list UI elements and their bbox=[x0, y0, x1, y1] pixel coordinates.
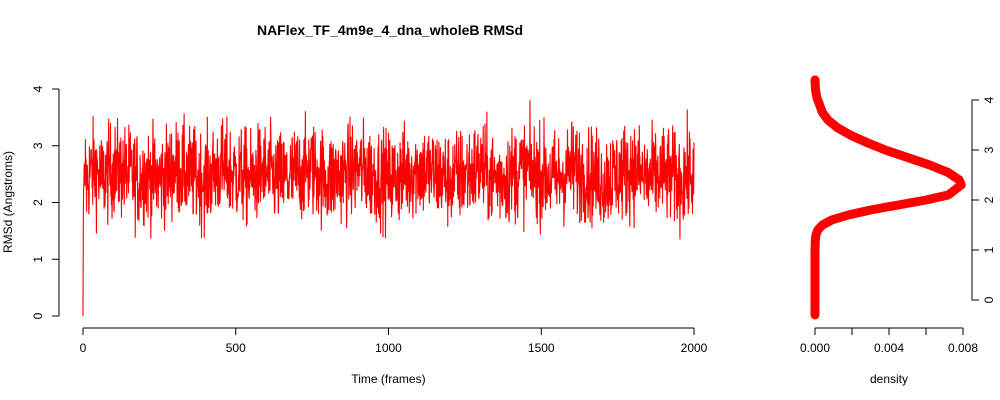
density-x-tick-label: 0.000 bbox=[800, 341, 830, 355]
density-y-tick-label: 0 bbox=[982, 296, 996, 303]
density-y-tick-label: 2 bbox=[982, 196, 996, 203]
x-tick-label: 1500 bbox=[528, 341, 555, 355]
y-tick-label: 4 bbox=[31, 85, 45, 92]
y-tick-label: 1 bbox=[31, 256, 45, 263]
rmsd-series-line bbox=[82, 100, 695, 317]
density-y-tick-label: 1 bbox=[982, 246, 996, 253]
rmsd-time-panel: 0 500 1000 1500 2000 Time (frames) 0 1 2 3 4 RMSd (… bbox=[1, 85, 708, 386]
x-tick-label: 500 bbox=[226, 341, 246, 355]
density-x-axis-title: density bbox=[870, 372, 908, 386]
density-y-tick-label: 3 bbox=[982, 146, 996, 153]
y-tick-label: 0 bbox=[31, 312, 45, 319]
density-x-tick-label: 0.004 bbox=[874, 341, 904, 355]
y-tick-label: 2 bbox=[31, 199, 45, 206]
density-series-line bbox=[810, 75, 966, 320]
density-x-tick-label: 0.008 bbox=[948, 341, 978, 355]
chart-title: NAFlex_TF_4m9e_4_dna_wholeB RMSd bbox=[257, 22, 523, 38]
x-tick-label: 1000 bbox=[375, 341, 402, 355]
x-axis-title: Time (frames) bbox=[351, 372, 425, 386]
density-y-tick-label: 4 bbox=[982, 96, 996, 103]
x-tick-label: 2000 bbox=[681, 341, 708, 355]
x-tick-label: 0 bbox=[80, 341, 87, 355]
rmsd-density-panel: 0.000 0.004 0.008 density 0 1 2 3 4 bbox=[800, 75, 996, 386]
y-axis-title: RMSd (Angstroms) bbox=[1, 151, 15, 253]
y-tick-label: 3 bbox=[31, 142, 45, 149]
